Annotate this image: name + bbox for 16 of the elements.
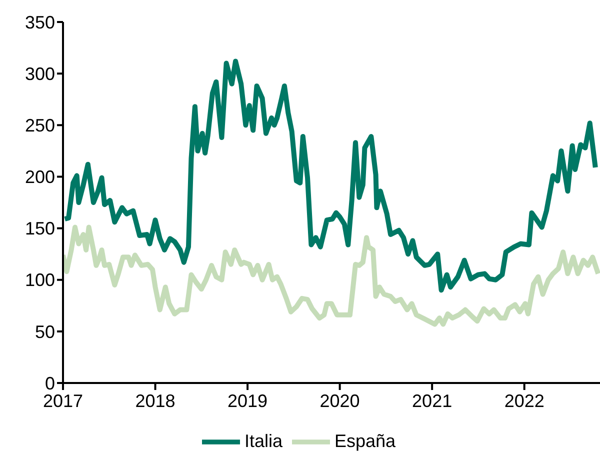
x-tick-label: 2021 <box>412 390 452 411</box>
y-tick-label: 200 <box>24 167 55 188</box>
x-tick-label: 2022 <box>504 390 544 411</box>
y-tick-label: 50 <box>34 322 55 342</box>
y-tick-label: 100 <box>24 270 55 290</box>
x-tick-label: 2017 <box>42 390 84 411</box>
legend-label: Italia <box>244 430 282 451</box>
legend-label: España <box>334 430 396 451</box>
y-tick-label: 350 <box>24 12 55 32</box>
x-tick-label: 2019 <box>228 390 268 411</box>
x-tick-label: 2018 <box>135 390 176 411</box>
y-tick-label: 300 <box>24 64 55 84</box>
y-tick-label: 0 <box>44 373 55 394</box>
x-tick-label: 2020 <box>320 390 360 411</box>
y-tick-label: 250 <box>24 116 55 136</box>
y-tick-label: 150 <box>24 218 55 239</box>
